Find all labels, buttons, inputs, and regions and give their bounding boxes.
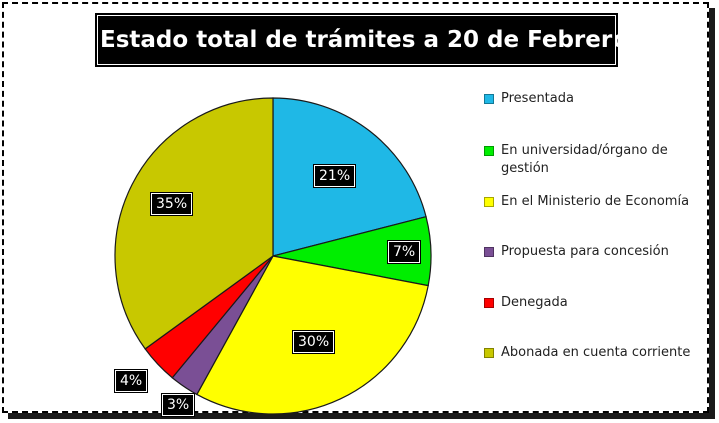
legend-label: Presentada (501, 91, 574, 106)
legend-label: Denegada (501, 295, 568, 310)
legend-swatch (484, 146, 494, 156)
legend-label: Propuesta para concesión (501, 244, 669, 259)
legend-item-5: Abonada en cuenta corriente (484, 344, 716, 362)
legend-item-0: Presentada (484, 90, 716, 108)
slice-value-label-2: 30% (292, 331, 335, 353)
slice-value-label-0: 21% (313, 165, 356, 187)
legend-swatch (484, 298, 494, 308)
slice-value-label-3: 3% (161, 394, 195, 416)
legend-item-3: Propuesta para concesión (484, 243, 716, 261)
legend-swatch (484, 94, 494, 104)
legend-label: Abonada en cuenta corriente (501, 345, 691, 360)
legend-swatch (484, 247, 494, 257)
pie-slice-5 (114, 97, 274, 350)
chart-title: Estado total de trámites a 20 de Febrero… (98, 16, 637, 64)
slice-value-label-4: 4% (114, 370, 148, 392)
legend-swatch (484, 348, 494, 358)
legend-item-2: En el Ministerio de Economía (484, 193, 716, 211)
legend-label: En universidad/órgano de gestión (501, 143, 668, 176)
legend-item-4: Denegada (484, 294, 716, 312)
slice-value-label-1: 7% (387, 241, 421, 263)
slice-value-label-5: 35% (150, 193, 193, 215)
legend-swatch (484, 197, 494, 207)
legend-label: En el Ministerio de Economía (501, 194, 690, 209)
legend-item-1: En universidad/órgano de gestión (484, 142, 716, 178)
